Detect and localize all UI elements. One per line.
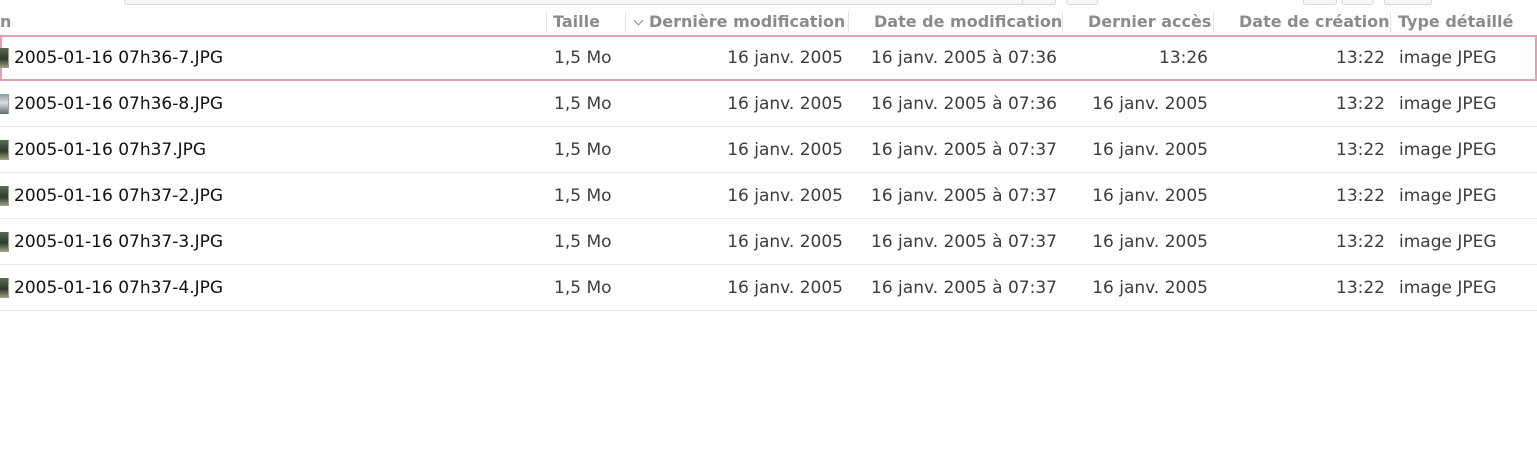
image-thumbnail-icon bbox=[0, 232, 9, 252]
file-type: image JPEG bbox=[1399, 94, 1497, 114]
file-date-modified: 16 janv. 2005 à 07:36 bbox=[871, 94, 1057, 114]
file-size: 1,5 Mo bbox=[554, 278, 612, 298]
file-last-modified: 16 janv. 2005 bbox=[727, 140, 843, 160]
file-name: 2005-01-16 07h37-4.JPG bbox=[14, 278, 224, 298]
toolbar-button-edge[interactable] bbox=[1022, 0, 1056, 5]
column-header-date-created[interactable]: Date de création bbox=[1239, 12, 1390, 31]
file-row[interactable]: 2005-01-16 07h37.JPG 1,5 Mo 16 janv. 200… bbox=[0, 127, 1537, 173]
column-separator[interactable] bbox=[1390, 12, 1391, 32]
file-size: 1,5 Mo bbox=[554, 140, 612, 160]
image-thumbnail-icon bbox=[0, 94, 9, 114]
column-separator[interactable] bbox=[1062, 12, 1063, 32]
file-date-created: 13:22 bbox=[1336, 232, 1385, 252]
file-name: 2005-01-16 07h37-2.JPG bbox=[14, 186, 224, 206]
column-header-size[interactable]: Taille bbox=[553, 12, 600, 31]
column-header-last-access[interactable]: Dernier accès bbox=[1088, 12, 1212, 31]
file-last-access: 16 janv. 2005 bbox=[1092, 186, 1208, 206]
file-last-access: 16 janv. 2005 bbox=[1092, 232, 1208, 252]
file-size: 1,5 Mo bbox=[554, 48, 612, 68]
column-header-type[interactable]: Type détaillé bbox=[1398, 12, 1514, 31]
file-last-modified: 16 janv. 2005 bbox=[727, 186, 843, 206]
file-last-access: 16 janv. 2005 bbox=[1092, 94, 1208, 114]
file-type: image JPEG bbox=[1399, 186, 1497, 206]
file-row[interactable]: 2005-01-16 07h37-3.JPG 1,5 Mo 16 janv. 2… bbox=[0, 219, 1537, 265]
toolbar-button-edge[interactable] bbox=[1303, 0, 1337, 5]
file-size: 1,5 Mo bbox=[554, 186, 612, 206]
file-date-created: 13:22 bbox=[1336, 278, 1385, 298]
column-header-last-modified[interactable]: Dernière modification bbox=[634, 10, 845, 34]
toolbar-button-edge[interactable] bbox=[1066, 0, 1098, 5]
file-name: 2005-01-16 07h36-8.JPG bbox=[14, 94, 224, 114]
file-date-modified: 16 janv. 2005 à 07:36 bbox=[871, 48, 1057, 68]
file-date-created: 13:22 bbox=[1336, 94, 1385, 114]
file-type: image JPEG bbox=[1399, 232, 1497, 252]
file-list: 2005-01-16 07h36-7.JPG 1,5 Mo 16 janv. 2… bbox=[0, 35, 1537, 311]
file-row[interactable]: 2005-01-16 07h36-7.JPG 1,5 Mo 16 janv. 2… bbox=[0, 35, 1537, 81]
column-header-name[interactable]: n bbox=[0, 12, 12, 31]
file-size: 1,5 Mo bbox=[554, 232, 612, 252]
image-thumbnail-icon bbox=[0, 186, 9, 206]
column-separator[interactable] bbox=[1213, 12, 1214, 32]
file-date-created: 13:22 bbox=[1336, 48, 1385, 68]
file-row[interactable]: 2005-01-16 07h37-4.JPG 1,5 Mo 16 janv. 2… bbox=[0, 265, 1537, 311]
column-separator[interactable] bbox=[625, 12, 626, 32]
file-name: 2005-01-16 07h37.JPG bbox=[14, 140, 207, 160]
file-last-access: 16 janv. 2005 bbox=[1092, 140, 1208, 160]
file-type: image JPEG bbox=[1399, 48, 1497, 68]
search-bar-edge[interactable] bbox=[124, 0, 1034, 5]
file-type: image JPEG bbox=[1399, 140, 1497, 160]
file-last-access: 16 janv. 2005 bbox=[1092, 278, 1208, 298]
file-date-modified: 16 janv. 2005 à 07:37 bbox=[871, 278, 1057, 298]
file-last-access: 13:26 bbox=[1159, 48, 1208, 68]
file-date-created: 13:22 bbox=[1336, 140, 1385, 160]
file-date-created: 13:22 bbox=[1336, 186, 1385, 206]
file-size: 1,5 Mo bbox=[554, 94, 612, 114]
file-row[interactable]: 2005-01-16 07h37-2.JPG 1,5 Mo 16 janv. 2… bbox=[0, 173, 1537, 219]
toolbar-button-edge[interactable] bbox=[1384, 0, 1432, 5]
column-header-date-modified[interactable]: Date de modification bbox=[874, 12, 1063, 31]
image-thumbnail-icon bbox=[0, 278, 9, 298]
file-date-modified: 16 janv. 2005 à 07:37 bbox=[871, 186, 1057, 206]
column-separator[interactable] bbox=[546, 12, 547, 32]
image-thumbnail-icon bbox=[0, 140, 9, 160]
toolbar-button-edge[interactable] bbox=[1342, 0, 1374, 5]
toolbar-edge bbox=[0, 0, 1537, 10]
file-date-modified: 16 janv. 2005 à 07:37 bbox=[871, 232, 1057, 252]
file-name: 2005-01-16 07h37-3.JPG bbox=[14, 232, 224, 252]
file-last-modified: 16 janv. 2005 bbox=[727, 278, 843, 298]
chevron-down-icon bbox=[634, 17, 644, 27]
column-separator[interactable] bbox=[848, 12, 849, 32]
file-row[interactable]: 2005-01-16 07h36-8.JPG 1,5 Mo 16 janv. 2… bbox=[0, 81, 1537, 127]
image-thumbnail-icon bbox=[0, 48, 9, 68]
file-type: image JPEG bbox=[1399, 278, 1497, 298]
file-last-modified: 16 janv. 2005 bbox=[727, 94, 843, 114]
file-date-modified: 16 janv. 2005 à 07:37 bbox=[871, 140, 1057, 160]
file-last-modified: 16 janv. 2005 bbox=[727, 232, 843, 252]
file-last-modified: 16 janv. 2005 bbox=[727, 48, 843, 68]
file-name: 2005-01-16 07h36-7.JPG bbox=[14, 48, 224, 68]
column-header-bar: n Taille Dernière modification Date de m… bbox=[0, 10, 1537, 34]
column-header-last-modified-label: Dernière modification bbox=[649, 12, 846, 31]
